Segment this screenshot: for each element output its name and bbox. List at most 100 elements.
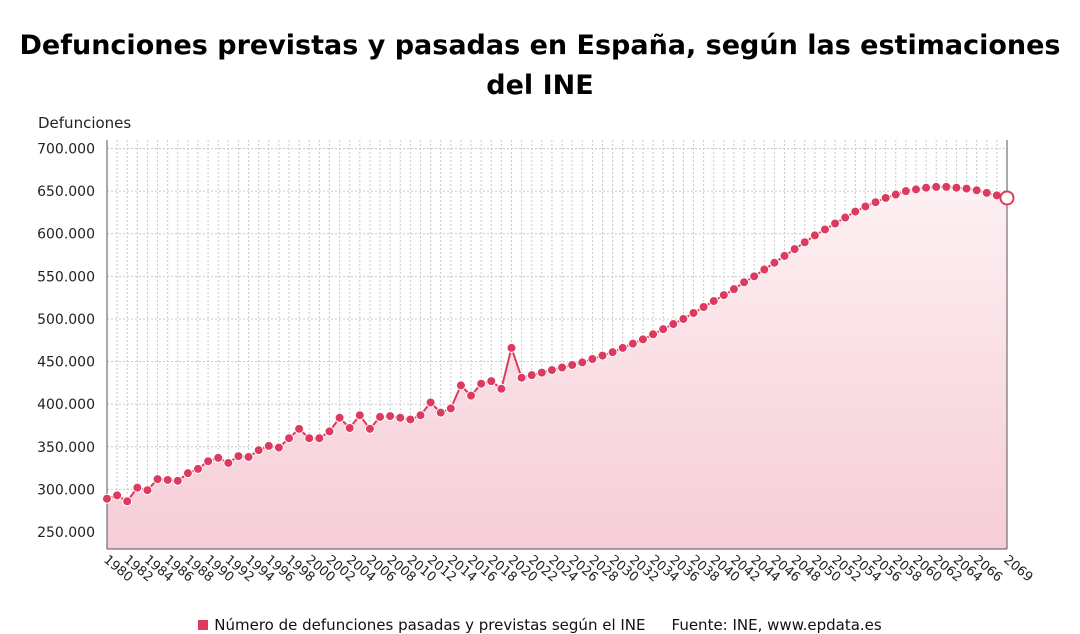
data-point[interactable] — [304, 433, 315, 444]
data-point[interactable] — [354, 410, 365, 421]
data-point[interactable] — [799, 237, 810, 248]
data-point[interactable] — [435, 407, 446, 418]
data-point[interactable] — [314, 433, 325, 444]
data-point[interactable] — [668, 319, 679, 330]
y-tick-label: 400.000 — [37, 397, 95, 413]
data-point[interactable] — [233, 451, 244, 462]
data-point[interactable] — [739, 277, 750, 288]
data-point[interactable] — [850, 206, 861, 217]
data-point[interactable] — [536, 367, 547, 378]
data-point[interactable] — [971, 185, 982, 196]
data-point[interactable] — [324, 426, 335, 437]
data-point[interactable] — [870, 197, 881, 208]
legend-swatch — [198, 620, 209, 630]
data-point[interactable] — [941, 181, 952, 192]
data-point[interactable] — [546, 365, 557, 376]
y-axis-label: Defunciones — [38, 114, 131, 132]
data-point[interactable] — [526, 370, 537, 381]
data-point[interactable] — [172, 475, 183, 486]
data-point[interactable] — [142, 485, 153, 496]
data-point[interactable] — [688, 307, 699, 318]
data-point[interactable] — [769, 257, 780, 268]
data-point[interactable] — [567, 359, 578, 370]
data-point[interactable] — [122, 496, 133, 507]
data-point[interactable] — [759, 264, 770, 275]
data-point[interactable] — [294, 423, 305, 434]
y-tick-labels: 250.000 300.000 350.000 400.000 450.000 500.0… — [37, 142, 95, 541]
data-point[interactable] — [152, 474, 163, 485]
data-point[interactable] — [981, 187, 992, 198]
data-point[interactable] — [506, 342, 517, 353]
legend: Número de defunciones pasadas y prevista… — [0, 616, 1080, 634]
data-point[interactable] — [223, 457, 234, 468]
y-tick-label: 250.000 — [37, 525, 95, 541]
data-point[interactable] — [455, 380, 466, 391]
data-point[interactable] — [162, 474, 173, 485]
data-point[interactable] — [587, 353, 598, 364]
data-point[interactable] — [840, 212, 851, 223]
data-point[interactable] — [860, 201, 871, 212]
data-point[interactable] — [466, 390, 477, 401]
data-point[interactable] — [910, 184, 921, 195]
data-point[interactable] — [132, 482, 143, 493]
data-point[interactable] — [445, 403, 456, 414]
data-point[interactable] — [999, 190, 1015, 206]
data-point[interactable] — [182, 468, 193, 479]
data-point[interactable] — [617, 342, 628, 353]
data-point[interactable] — [253, 445, 264, 456]
data-point[interactable] — [931, 181, 942, 192]
data-point[interactable] — [364, 423, 375, 434]
data-point[interactable] — [921, 182, 932, 193]
data-point[interactable] — [273, 442, 284, 453]
data-point[interactable] — [819, 224, 830, 235]
data-point[interactable] — [728, 284, 739, 295]
data-point[interactable] — [263, 440, 274, 451]
data-point[interactable] — [486, 376, 497, 387]
area-fill — [107, 186, 1007, 549]
data-point[interactable] — [203, 456, 214, 467]
data-point[interactable] — [890, 189, 901, 200]
data-point[interactable] — [789, 244, 800, 255]
data-point[interactable] — [415, 410, 426, 421]
data-point[interactable] — [749, 271, 760, 282]
data-point[interactable] — [678, 313, 689, 324]
data-point[interactable] — [961, 183, 972, 194]
data-point[interactable] — [284, 433, 295, 444]
data-point[interactable] — [708, 296, 719, 307]
data-point[interactable] — [496, 383, 507, 394]
data-point[interactable] — [193, 463, 204, 474]
data-point[interactable] — [425, 397, 436, 408]
x-tick-labels: 1980198219841986198819901992199419961998… — [100, 553, 1035, 586]
data-point[interactable] — [951, 182, 962, 193]
data-point[interactable] — [112, 490, 123, 501]
data-point[interactable] — [880, 192, 891, 203]
data-point[interactable] — [375, 411, 386, 422]
data-points — [102, 181, 1015, 507]
data-point[interactable] — [344, 423, 355, 434]
data-point[interactable] — [557, 362, 568, 373]
data-point[interactable] — [607, 347, 618, 358]
data-point[interactable] — [213, 452, 224, 463]
data-point[interactable] — [516, 372, 527, 383]
y-tick-label: 350.000 — [37, 440, 95, 456]
data-point[interactable] — [627, 338, 638, 349]
data-point[interactable] — [900, 186, 911, 197]
data-point[interactable] — [658, 324, 669, 335]
data-point[interactable] — [385, 411, 396, 422]
data-point[interactable] — [476, 378, 487, 389]
data-point[interactable] — [698, 302, 709, 313]
data-point[interactable] — [597, 350, 608, 361]
data-point[interactable] — [718, 290, 729, 301]
data-point[interactable] — [809, 230, 820, 241]
data-point[interactable] — [395, 412, 406, 423]
data-point[interactable] — [637, 334, 648, 345]
y-tick-label: 300.000 — [37, 482, 95, 498]
data-point[interactable] — [830, 218, 841, 229]
data-point[interactable] — [648, 329, 659, 340]
data-point[interactable] — [577, 357, 588, 368]
data-point[interactable] — [405, 414, 416, 425]
data-point[interactable] — [243, 451, 254, 462]
data-point[interactable] — [334, 412, 345, 423]
data-point[interactable] — [102, 493, 112, 504]
data-point[interactable] — [779, 250, 790, 261]
